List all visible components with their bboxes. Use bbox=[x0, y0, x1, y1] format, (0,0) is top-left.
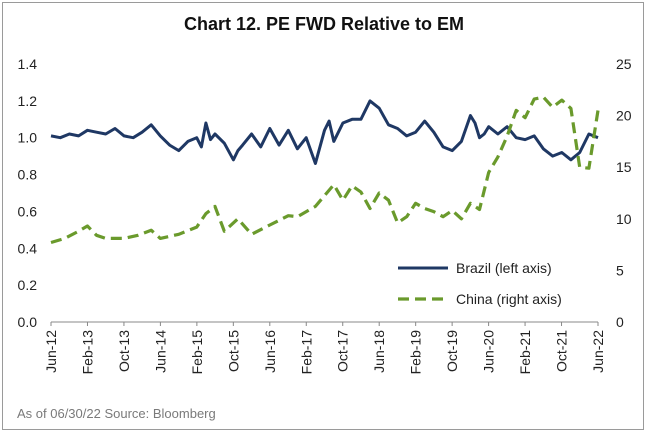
x-tick-label: Oct-13 bbox=[116, 330, 132, 372]
y-left-tick-label: 0.6 bbox=[18, 203, 38, 219]
x-tick-label: Jun-22 bbox=[590, 330, 606, 373]
x-tick-label: Jun-16 bbox=[262, 330, 278, 373]
legend: Brazil (left axis) China (right axis) bbox=[398, 260, 562, 307]
x-tick-label: Oct-19 bbox=[444, 330, 460, 372]
x-tick-label: Feb-13 bbox=[79, 330, 95, 375]
y-right-tick-label: 5 bbox=[616, 262, 624, 278]
x-tick-label: Feb-17 bbox=[298, 330, 314, 375]
x-tick-label: Jun-14 bbox=[152, 330, 168, 373]
x-tick-label: Feb-21 bbox=[517, 330, 533, 375]
y-right-tick-label: 20 bbox=[616, 108, 632, 124]
y-left-tick-label: 1.0 bbox=[18, 130, 38, 146]
x-tick-label: Jun-20 bbox=[481, 330, 497, 373]
x-tick-label: Feb-19 bbox=[408, 330, 424, 375]
series-line-brazil bbox=[50, 99, 599, 165]
y-right-tick-label: 15 bbox=[616, 159, 632, 175]
series-line-china bbox=[50, 95, 600, 245]
y-left-tick-label: 0.8 bbox=[18, 167, 38, 183]
y-right-tick-label: 10 bbox=[616, 211, 632, 227]
chart-frame bbox=[2, 2, 644, 430]
y-left-tick-label: 1.4 bbox=[18, 56, 38, 72]
chart-title: Chart 12. PE FWD Relative to EM bbox=[184, 14, 464, 34]
source-note: As of 06/30/22 Source: Bloomberg bbox=[17, 406, 216, 421]
y-left-tick-label: 1.2 bbox=[18, 93, 38, 109]
x-tick-label: Jun-12 bbox=[43, 330, 59, 373]
x-tick-label: Oct-15 bbox=[225, 330, 241, 372]
x-tick-label: Oct-17 bbox=[335, 330, 351, 372]
y-right-tick-label: 25 bbox=[616, 56, 632, 72]
y-left-tick-label: 0.2 bbox=[18, 277, 38, 293]
x-tick-label: Feb-15 bbox=[189, 330, 205, 375]
y-left-tick-label: 0.0 bbox=[18, 314, 38, 330]
y-right-tick-label: 0 bbox=[616, 314, 624, 330]
x-tick-label: Jun-18 bbox=[371, 330, 387, 373]
x-tick-label: Oct-21 bbox=[554, 330, 570, 372]
y-left-tick-label: 0.4 bbox=[18, 240, 38, 256]
series-lines bbox=[50, 95, 600, 245]
legend-label: China (right axis) bbox=[456, 291, 562, 307]
axes: 0.0 0.2 0.4 0.6 0.8 1.0 1.2 1.4 0 5 10 15 20 25 Jun-12… bbox=[18, 56, 632, 374]
legend-label: Brazil (left axis) bbox=[456, 260, 552, 276]
